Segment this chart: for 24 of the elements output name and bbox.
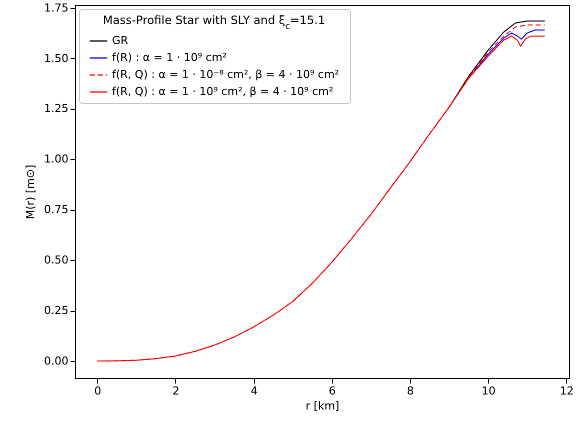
legend-label: f(R, Q) : α = 1 · 10⁹ cm², β = 4 · 10⁹ cm² bbox=[112, 85, 334, 98]
y-tick-label: 0.00 bbox=[44, 354, 68, 368]
legend-label: GR bbox=[112, 34, 129, 47]
x-tick-label: 10 bbox=[482, 384, 496, 398]
x-tick-label: 2 bbox=[172, 384, 180, 398]
y-tick-label: 1.75 bbox=[44, 1, 68, 14]
x-tick-label: 4 bbox=[250, 384, 258, 398]
y-tick-label: 1.50 bbox=[44, 52, 68, 65]
y-tick-label: 0.75 bbox=[44, 203, 68, 216]
legend-label: f(R, Q) : α = 1 · 10⁻⁸ cm², β = 4 · 10⁹ cm² bbox=[112, 68, 340, 81]
y-tick-label: 0.25 bbox=[44, 304, 68, 318]
x-tick-label: 12 bbox=[560, 384, 574, 398]
y-tick-label: 1.25 bbox=[44, 102, 68, 116]
line-series bbox=[448, 20, 546, 108]
y-axis-title: M(r) [m⊙] bbox=[24, 164, 38, 220]
y-tick-label: 1.00 bbox=[44, 152, 68, 166]
x-tick-label: 0 bbox=[94, 384, 102, 398]
legend-label: f(R) : α = 1 · 10⁹ cm² bbox=[112, 51, 227, 64]
y-tick-label: 0.50 bbox=[44, 254, 68, 267]
x-axis-title: r [km] bbox=[306, 400, 340, 412]
line-series bbox=[468, 30, 546, 79]
x-tick-label: 8 bbox=[406, 384, 414, 398]
legend-title: Mass-Profile Star with SLY and ξ$_{c}$=15.1 bbox=[102, 13, 326, 32]
x-tick-label: 6 bbox=[328, 384, 336, 398]
